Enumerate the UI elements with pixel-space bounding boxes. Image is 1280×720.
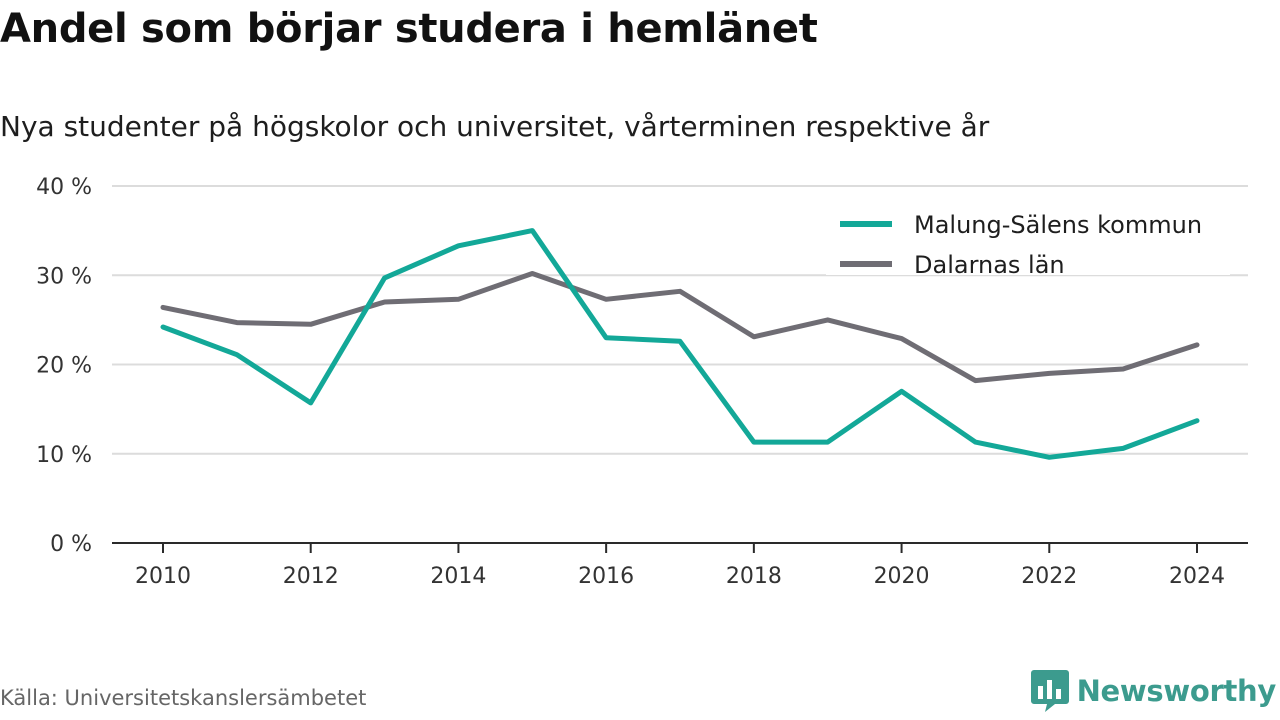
brand-logo: Newsworthy (1030, 670, 1277, 712)
series-line-2 (160, 271, 1200, 384)
x-tick-label: 2010 (135, 564, 191, 589)
brand-name: Newsworthy (1076, 674, 1277, 708)
y-tick-label: 40 % (36, 175, 92, 200)
y-axis-ticks: 0 % 10 % 20 % 30 % 40 % (36, 175, 92, 557)
y-tick-label: 30 % (36, 264, 92, 289)
x-tick-label: 2020 (874, 564, 930, 589)
x-tick-label: 2012 (283, 564, 339, 589)
legend-label: Malung-Sälens kommun (914, 211, 1202, 239)
newsworthy-logo-icon (1030, 670, 1069, 712)
x-tick-label: 2024 (1169, 564, 1225, 589)
series-lines (160, 228, 1200, 460)
line-chart: 0 % 10 % 20 % 30 % 40 % 2010 2012 2014 2016 2018… (36, 175, 1248, 589)
legend: Malung-Sälens kommun Dalarnas län (826, 205, 1230, 279)
x-tick-label: 2022 (1021, 564, 1077, 589)
y-tick-label: 10 % (36, 443, 92, 468)
legend-background (826, 205, 1230, 275)
series-line-1 (160, 228, 1200, 460)
x-tick-label: 2018 (726, 564, 782, 589)
x-axis-ticks: 2010 2012 2014 2016 2018 2020 2022 2024 (135, 543, 1225, 589)
y-tick-label: 20 % (36, 354, 92, 379)
source-note: Källa: Universitetskanslersämbetet (0, 686, 367, 710)
y-tick-label: 0 % (50, 532, 92, 557)
x-tick-label: 2014 (430, 564, 486, 589)
legend-label: Dalarnas län (914, 251, 1065, 279)
chart-subtitle: Nya studenter på högskolor och universit… (0, 110, 990, 143)
chart-title: Andel som börjar studera i hemlänet (0, 6, 818, 52)
x-tick-label: 2016 (578, 564, 634, 589)
